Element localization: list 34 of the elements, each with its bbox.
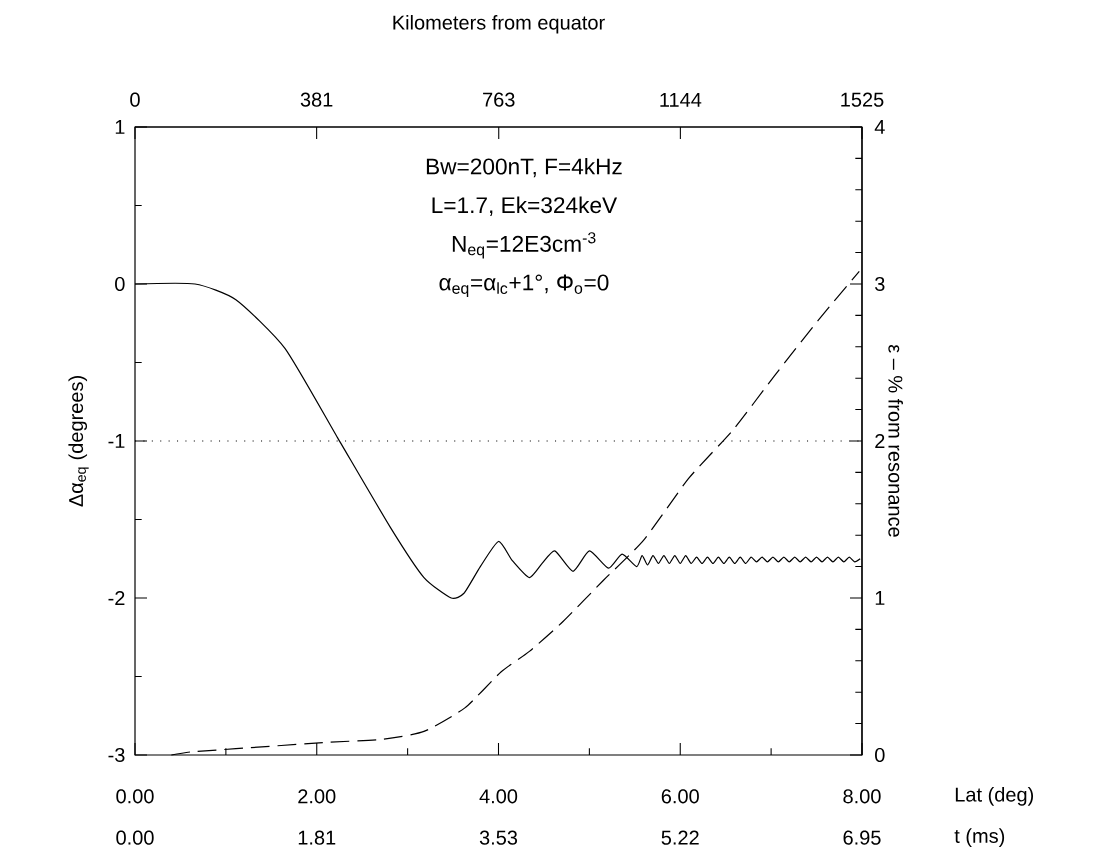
annotation: α$_{eq}$=α$_{lc}$+1°, Φ$_{o}$=0: [439, 274, 609, 298]
text: 0.00: [116, 830, 154, 845]
y-tick-label: -2: [108, 591, 125, 605]
y2-tick-label: 0: [875, 747, 885, 763]
annotation: Bw=200nT, F=4kHz: [426, 157, 622, 178]
x-tick-label: 0.00: [116, 789, 154, 804]
annotation: L=1.7, Ek=324keV: [432, 196, 618, 216]
x-tick-label: 6.00: [661, 789, 699, 804]
x-tick-label: 4.00: [479, 789, 518, 804]
text: 6.95: [843, 830, 881, 845]
y-tick-label: 1: [115, 120, 125, 134]
x2-tick-label: 381: [300, 92, 333, 107]
y-tick-label: -3: [108, 747, 125, 763]
x2-tick-label: 763: [483, 92, 515, 107]
x-tick-label: 2.00: [298, 789, 336, 804]
x2-tick-label: 0: [130, 92, 140, 107]
x-axis-title: Lat (deg): [955, 787, 1034, 806]
x2-tick-label: 1144: [660, 92, 702, 107]
y-tick-label: 0: [115, 276, 125, 292]
y2-tick-label: 3: [875, 276, 885, 292]
x2-axis-title: Kilometers from equator: [393, 14, 605, 34]
annotation: N$_{eq}$=12E3cm$^{-3}$: [452, 232, 596, 259]
y2-tick-label: 4: [874, 120, 885, 134]
y-tick-label: -1: [108, 434, 125, 448]
x-tick-label: 8.00: [843, 789, 881, 804]
y2-tick-label: 1: [875, 591, 885, 605]
y-axis-title: Δα$_{eq}$ (degrees): [68, 376, 89, 507]
text: 5.22: [661, 830, 699, 845]
y2-axis-title: ε – % from resonance: [888, 344, 903, 537]
x2-tick-label: 1525: [841, 92, 884, 107]
text: 1.81: [298, 830, 336, 845]
text: 3.53: [479, 830, 518, 845]
text: t (ms): [954, 828, 1005, 847]
y2-tick-label: 2: [875, 434, 885, 448]
